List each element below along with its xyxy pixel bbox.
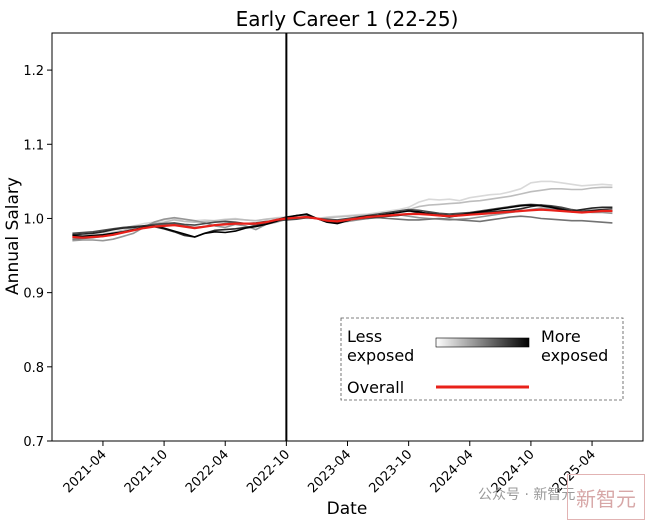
series-lines xyxy=(72,180,613,242)
x-tick-label: 2024-04 xyxy=(428,447,477,496)
watermark-logo: 新智元 xyxy=(567,474,645,520)
x-tick-label: 2022-04 xyxy=(183,447,232,496)
y-tick-label: 1.2 xyxy=(23,64,44,79)
y-axis-ticks: 0.7 0.8 0.9 1.0 1.1 1.2 xyxy=(23,64,52,450)
legend-overall-label: Overall xyxy=(347,378,404,397)
legend-label-line: More xyxy=(541,327,581,346)
legend-less-exposed-label: Less exposed xyxy=(347,327,414,365)
legend-label-line: exposed xyxy=(347,346,414,365)
y-tick-label: 0.8 xyxy=(23,361,44,376)
exposure-gradient-bar xyxy=(435,337,530,348)
x-tick-label: 2023-10 xyxy=(366,447,415,496)
x-axis-label: Date xyxy=(327,499,368,519)
x-tick-label: 2023-04 xyxy=(305,447,354,496)
series-line-overall xyxy=(72,208,613,239)
legend-label-line: exposed xyxy=(541,346,608,365)
y-axis-label: Annual Salary xyxy=(3,177,23,295)
legend-more-exposed-label: More exposed xyxy=(541,327,608,365)
series-line-2 xyxy=(72,186,613,238)
legend-label-line: Less xyxy=(347,327,382,346)
x-tick-label: 2021-10 xyxy=(122,447,171,496)
chart-title: Early Career 1 (22-25) xyxy=(236,7,459,31)
x-tick-label: 2022-10 xyxy=(244,447,293,496)
series-line-7 xyxy=(72,204,613,238)
watermark-text: 公众号 · 新智元 xyxy=(478,487,576,503)
x-tick-label: 2021-04 xyxy=(61,447,110,496)
legend: Less exposed More exposed Overall xyxy=(340,317,624,401)
y-tick-label: 1.1 xyxy=(23,138,44,153)
y-tick-label: 1.0 xyxy=(23,212,44,227)
y-tick-label: 0.9 xyxy=(23,287,44,302)
y-tick-label: 0.7 xyxy=(23,435,44,450)
